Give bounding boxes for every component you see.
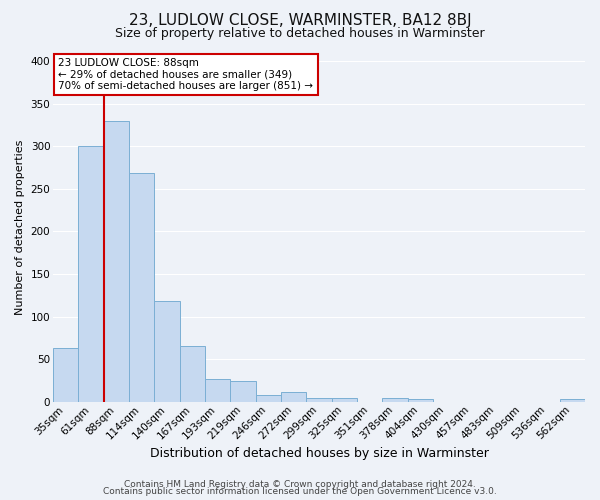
Bar xyxy=(560,400,585,402)
Bar xyxy=(407,400,433,402)
Bar xyxy=(382,398,407,402)
Bar xyxy=(307,398,332,402)
Bar xyxy=(205,379,230,402)
Bar xyxy=(79,146,104,402)
Bar xyxy=(230,380,256,402)
Bar xyxy=(104,120,129,402)
Bar xyxy=(129,174,154,402)
Bar xyxy=(332,398,357,402)
Bar xyxy=(154,302,180,402)
Bar xyxy=(281,392,307,402)
X-axis label: Distribution of detached houses by size in Warminster: Distribution of detached houses by size … xyxy=(149,447,488,460)
Text: 23 LUDLOW CLOSE: 88sqm
← 29% of detached houses are smaller (349)
70% of semi-de: 23 LUDLOW CLOSE: 88sqm ← 29% of detached… xyxy=(58,58,313,91)
Text: Contains public sector information licensed under the Open Government Licence v3: Contains public sector information licen… xyxy=(103,487,497,496)
Y-axis label: Number of detached properties: Number of detached properties xyxy=(15,140,25,315)
Text: Contains HM Land Registry data © Crown copyright and database right 2024.: Contains HM Land Registry data © Crown c… xyxy=(124,480,476,489)
Bar xyxy=(180,346,205,402)
Bar xyxy=(256,395,281,402)
Text: Size of property relative to detached houses in Warminster: Size of property relative to detached ho… xyxy=(115,28,485,40)
Text: 23, LUDLOW CLOSE, WARMINSTER, BA12 8BJ: 23, LUDLOW CLOSE, WARMINSTER, BA12 8BJ xyxy=(128,12,472,28)
Bar xyxy=(53,348,79,402)
